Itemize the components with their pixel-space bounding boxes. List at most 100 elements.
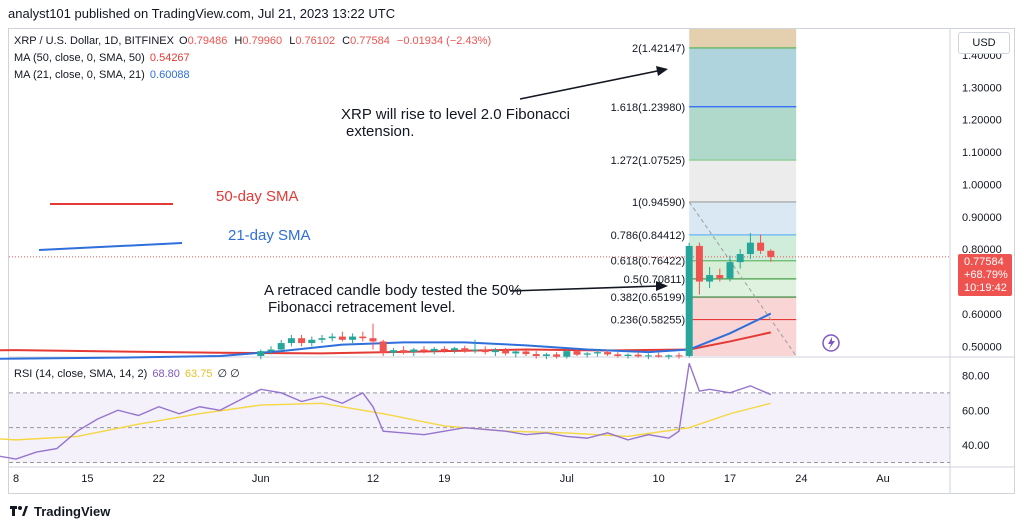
sma50-annotation: 50-day SMA <box>216 188 299 205</box>
ohlc-change: −0.01934 (−2.43%) <box>396 35 492 47</box>
candle-body <box>563 351 571 357</box>
ohlc-high: H0.79960 <box>234 35 283 47</box>
last-price: 0.77584 <box>964 256 1004 268</box>
candle-body <box>573 351 581 355</box>
price-tick-label: 0.90000 <box>962 212 1002 224</box>
candle-body <box>338 336 346 340</box>
fib-level-label: 0.236(0.58255) <box>611 315 686 327</box>
annotation-extension-line2: extension. <box>346 123 415 140</box>
time-tick-label: 8 <box>13 473 19 485</box>
fib-level-label: 0.382(0.65199) <box>611 292 686 304</box>
candle-body <box>267 349 275 352</box>
sma21-annotation: 21-day SMA <box>228 227 311 244</box>
candle-body <box>726 262 734 279</box>
ma21-value: 0.60088 <box>149 69 190 81</box>
fib-level-label: 0.618(0.76422) <box>611 256 686 268</box>
candle-body <box>318 338 326 340</box>
candle-body <box>736 254 744 263</box>
candle-body <box>767 250 775 257</box>
candle-body <box>614 354 622 356</box>
annotation-arrowhead-bottom <box>656 281 668 291</box>
tradingview-logo-icon <box>10 506 28 516</box>
brand-name: TradingView <box>34 503 111 519</box>
candle-body <box>359 336 367 339</box>
currency-button[interactable]: USD <box>958 32 1010 54</box>
candle-body <box>287 338 295 344</box>
chart-frame <box>8 28 1015 494</box>
candle-body <box>583 353 591 355</box>
fib-level-label: 0.786(0.84412) <box>611 230 686 242</box>
last-price-tag: 0.77584 +68.79% 10:19:42 <box>958 254 1012 296</box>
symbol-name: XRP / U.S. Dollar, 1D, BITFINEX <box>14 35 174 47</box>
candle-body <box>257 351 265 356</box>
rsi-legend: RSI (14, close, SMA, 14, 2) 68.80 63.75 … <box>14 367 242 380</box>
ohlc-open: O0.79486 <box>179 35 228 47</box>
ma21-label: MA (21, close, 0, SMA, 21) <box>14 69 145 81</box>
price-tick-label: 0.60000 <box>962 309 1002 321</box>
rsi-tick-label: 40.00 <box>962 440 990 452</box>
candle-body <box>451 348 459 351</box>
rsi-sma-line <box>0 402 771 441</box>
rsi-tick-label: 80.00 <box>962 370 990 382</box>
fib-zone <box>689 260 797 279</box>
time-tick-label: 19 <box>438 473 450 485</box>
fib-trend-line <box>688 201 797 357</box>
fib-level-label: 2(1.42147) <box>632 43 685 55</box>
candle-body <box>308 339 316 344</box>
rsi-value: 68.80 <box>152 368 180 380</box>
candle-body <box>400 350 408 353</box>
candle-body <box>440 348 448 351</box>
candle-body <box>389 350 397 353</box>
candle-body <box>716 275 724 279</box>
annotation-retracement-line2: Fibonacci retracement level. <box>268 299 456 316</box>
fib-zone <box>689 278 797 298</box>
candle-body <box>624 354 632 356</box>
annotation-retracement-line1: A retraced candle body tested the 50% <box>264 282 522 299</box>
price-tick-label: 0.50000 <box>962 341 1002 353</box>
time-tick-label: 10 <box>652 473 664 485</box>
candle-body <box>604 352 612 355</box>
candle-body <box>644 355 652 357</box>
bar-countdown: 10:19:42 <box>964 282 1007 294</box>
footer-brand[interactable]: TradingView <box>10 500 110 522</box>
price-tick-label: 1.20000 <box>962 115 1002 127</box>
price-tick-label: 1.00000 <box>962 179 1002 191</box>
time-tick-label: 15 <box>81 473 93 485</box>
time-tick-label: 17 <box>724 473 736 485</box>
annotation-arrowhead-top <box>656 66 668 76</box>
candle-body <box>481 349 489 353</box>
time-tick-label: Au <box>876 473 889 485</box>
rsi-extra: ∅ ∅ <box>217 368 240 380</box>
ma50-legend: MA (50, close, 0, SMA, 50) 0.54267 <box>14 52 192 64</box>
candle-body <box>532 354 540 356</box>
annotation-extension-line1: XRP will rise to level 2.0 Fibonacci <box>341 106 570 123</box>
price-tick-label: 0.80000 <box>962 244 1002 256</box>
fib-zone <box>689 47 797 107</box>
annotation-arrow-bottom <box>509 285 661 292</box>
candle-body <box>461 348 469 351</box>
lightning-glyph <box>828 337 835 349</box>
fib-zone <box>689 201 797 235</box>
candle-body <box>502 350 510 354</box>
ohlc-close: C0.77584 <box>342 35 390 47</box>
fib-zone <box>689 160 797 202</box>
time-tick-label: 12 <box>367 473 379 485</box>
ohlc-low: L0.76102 <box>289 35 336 47</box>
candle-body <box>542 354 550 356</box>
candle-body <box>634 354 642 357</box>
candle-body <box>665 355 673 357</box>
candle-body <box>328 336 336 339</box>
candle-body <box>655 355 663 357</box>
price-change: +68.79% <box>964 269 1008 281</box>
fib-level-label: 1.618(1.23980) <box>611 102 686 114</box>
candle-body <box>349 336 357 340</box>
candle-body <box>695 245 703 282</box>
candle-body <box>522 351 530 355</box>
ma50-label: MA (50, close, 0, SMA, 50) <box>14 52 145 64</box>
time-tick-label: Jul <box>560 473 574 485</box>
candle-body <box>553 354 561 357</box>
fib-zone <box>689 29 797 48</box>
annotation-extension: XRP will rise to level 2.0 Fibonacci ext… <box>341 106 570 140</box>
candle-body <box>675 355 683 357</box>
